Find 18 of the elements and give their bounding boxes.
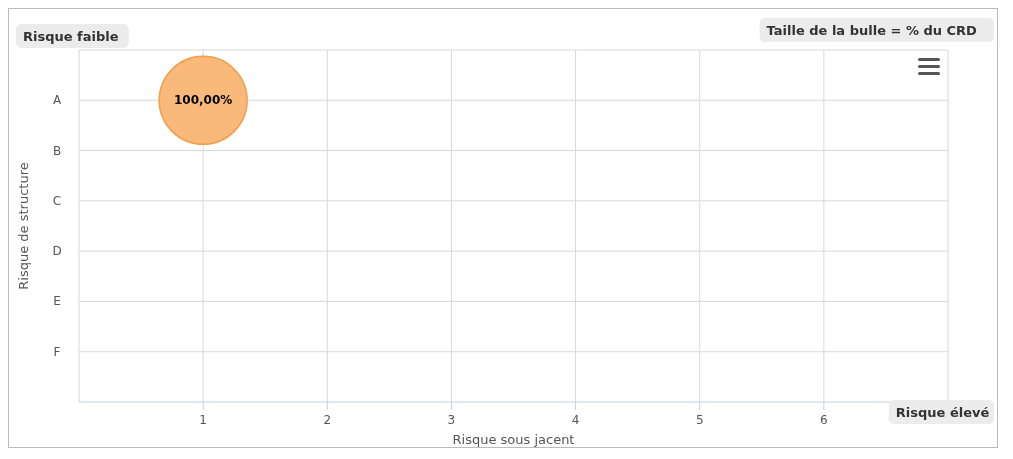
text: Risque faible [23,29,119,44]
y-axis-title: Risque de structure [16,162,31,290]
x-tick-label: 6 [820,413,828,427]
x-axis-title: Risque sous jacent [452,432,575,447]
x-tick-label: 2 [323,413,332,427]
data-label: 100,00% [173,93,233,108]
y-tick-label: D [52,244,62,259]
y-tick-label: A [52,93,62,108]
text: Taille de la bulle = % du CRD [766,23,978,38]
y-tick-label: E [53,294,61,309]
x-tick-label: 3 [447,413,456,427]
y-tick-label: B [52,143,62,158]
x-tick-label: 1 [199,413,207,427]
x-tick-label: 4 [571,413,580,427]
y-tick-label: C [52,193,62,208]
y-tick-label: F [53,344,61,359]
x-tick-label: 5 [695,413,704,427]
text: Risque élevé [895,405,990,420]
